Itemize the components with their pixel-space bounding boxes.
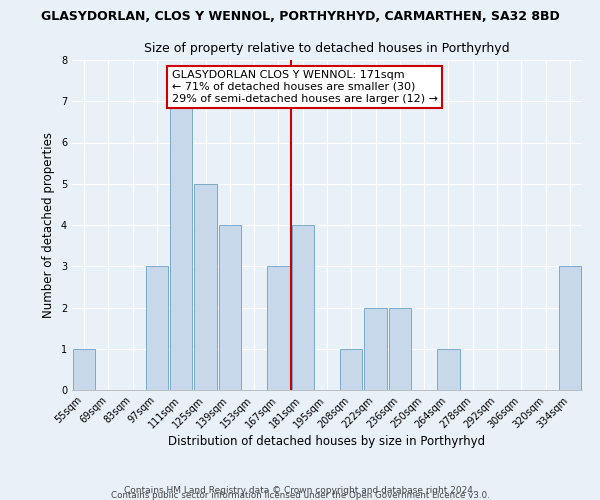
Bar — [364, 308, 387, 390]
Text: Contains public sector information licensed under the Open Government Licence v3: Contains public sector information licen… — [110, 491, 490, 500]
Bar — [218, 225, 241, 390]
Bar — [559, 266, 581, 390]
Bar — [194, 184, 217, 390]
Bar — [389, 308, 411, 390]
X-axis label: Distribution of detached houses by size in Porthyrhyd: Distribution of detached houses by size … — [169, 436, 485, 448]
Bar — [340, 349, 362, 390]
Text: GLASYDORLAN, CLOS Y WENNOL, PORTHYRHYD, CARMARTHEN, SA32 8BD: GLASYDORLAN, CLOS Y WENNOL, PORTHYRHYD, … — [41, 10, 559, 23]
Bar — [146, 266, 168, 390]
Bar — [267, 266, 290, 390]
Bar — [170, 101, 193, 390]
Title: Size of property relative to detached houses in Porthyrhyd: Size of property relative to detached ho… — [144, 42, 510, 54]
Text: GLASYDORLAN CLOS Y WENNOL: 171sqm
← 71% of detached houses are smaller (30)
29% : GLASYDORLAN CLOS Y WENNOL: 171sqm ← 71% … — [172, 70, 437, 104]
Bar — [73, 349, 95, 390]
Y-axis label: Number of detached properties: Number of detached properties — [43, 132, 55, 318]
Bar — [437, 349, 460, 390]
Text: Contains HM Land Registry data © Crown copyright and database right 2024.: Contains HM Land Registry data © Crown c… — [124, 486, 476, 495]
Bar — [292, 225, 314, 390]
